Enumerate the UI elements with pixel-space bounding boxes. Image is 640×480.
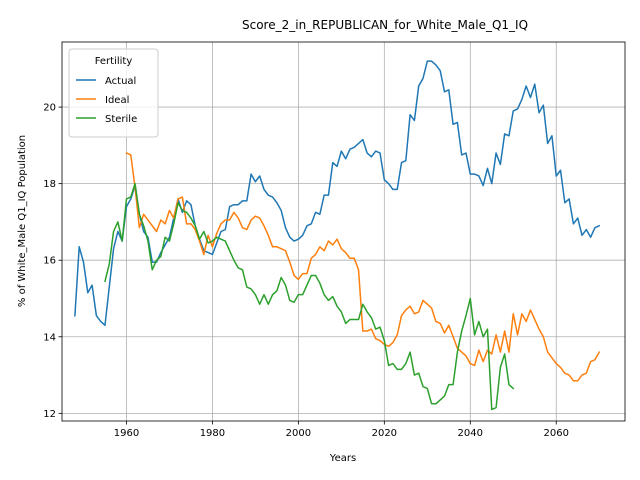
series-line-ideal xyxy=(125,152,601,382)
legend-label-ideal: Ideal xyxy=(105,95,129,106)
y-tick-label: 20 xyxy=(43,103,56,114)
legend-box xyxy=(68,48,159,138)
y-tick-label: 14 xyxy=(43,332,56,343)
x-tick-label: 2020 xyxy=(372,428,397,439)
legend: Fertility Actual Ideal Sterile xyxy=(68,48,159,138)
x-tick-label: 2040 xyxy=(458,428,483,439)
series-lines xyxy=(74,60,601,411)
legend-label-sterile: Sterile xyxy=(105,114,137,125)
chart-title: Score_2_in_REPUBLICAN_for_White_Male_Q1_… xyxy=(242,18,528,32)
y-tick-label: 12 xyxy=(43,409,56,420)
x-tick-label: 2060 xyxy=(544,428,569,439)
y-tick-label: 16 xyxy=(43,256,56,267)
x-axis-ticks: 1960 1980 2000 2020 2040 2060 xyxy=(114,421,569,439)
legend-label-actual: Actual xyxy=(105,76,136,87)
y-tick-label: 18 xyxy=(43,179,56,190)
plot-area-frame xyxy=(61,41,626,422)
legend-title: Fertility xyxy=(95,56,133,67)
y-axis-ticks: 12 14 16 18 20 xyxy=(43,103,62,420)
series-line-sterile xyxy=(104,182,515,411)
y-axis-label: % of White_Male Q1_IQ Population xyxy=(17,135,28,307)
x-tick-label: 1960 xyxy=(114,428,139,439)
x-tick-label: 2000 xyxy=(286,428,311,439)
x-axis-label: Years xyxy=(329,453,356,464)
x-tick-label: 1980 xyxy=(200,428,225,439)
